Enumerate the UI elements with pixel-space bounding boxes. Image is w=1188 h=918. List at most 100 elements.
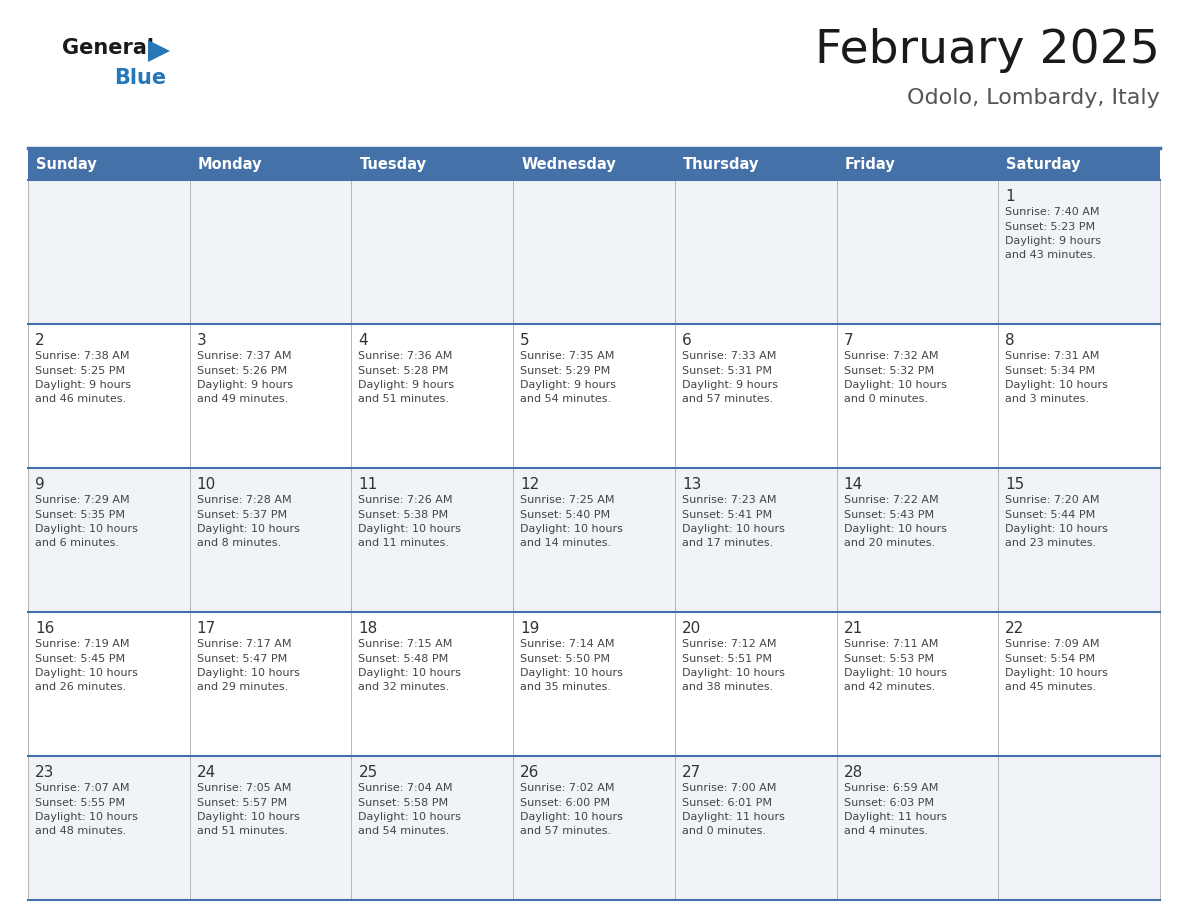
Text: Sunrise: 7:38 AM: Sunrise: 7:38 AM: [34, 351, 129, 361]
FancyBboxPatch shape: [29, 324, 1159, 468]
Text: 27: 27: [682, 765, 701, 780]
Text: and 54 minutes.: and 54 minutes.: [520, 395, 612, 405]
Text: 10: 10: [197, 477, 216, 492]
Text: and 51 minutes.: and 51 minutes.: [197, 826, 287, 836]
Text: Odolo, Lombardy, Italy: Odolo, Lombardy, Italy: [908, 88, 1159, 108]
Text: Daylight: 10 hours: Daylight: 10 hours: [1005, 524, 1108, 534]
Text: and 38 minutes.: and 38 minutes.: [682, 682, 773, 692]
Text: Sunset: 6:03 PM: Sunset: 6:03 PM: [843, 798, 934, 808]
Text: 26: 26: [520, 765, 539, 780]
Text: Sunset: 5:40 PM: Sunset: 5:40 PM: [520, 509, 611, 520]
Text: 12: 12: [520, 477, 539, 492]
Text: Saturday: Saturday: [1006, 156, 1081, 172]
Text: Sunrise: 7:35 AM: Sunrise: 7:35 AM: [520, 351, 614, 361]
Text: and 45 minutes.: and 45 minutes.: [1005, 682, 1097, 692]
Text: Sunrise: 7:40 AM: Sunrise: 7:40 AM: [1005, 207, 1100, 217]
Text: Daylight: 10 hours: Daylight: 10 hours: [197, 668, 299, 678]
Text: Sunset: 5:38 PM: Sunset: 5:38 PM: [359, 509, 449, 520]
Text: 15: 15: [1005, 477, 1024, 492]
Text: Sunrise: 7:23 AM: Sunrise: 7:23 AM: [682, 495, 776, 505]
Text: Sunset: 5:28 PM: Sunset: 5:28 PM: [359, 365, 449, 375]
Text: Sunset: 5:31 PM: Sunset: 5:31 PM: [682, 365, 772, 375]
FancyBboxPatch shape: [29, 148, 1159, 180]
Text: Sunset: 5:37 PM: Sunset: 5:37 PM: [197, 509, 286, 520]
Text: Sunset: 6:00 PM: Sunset: 6:00 PM: [520, 798, 611, 808]
Text: and 8 minutes.: and 8 minutes.: [197, 539, 280, 548]
FancyBboxPatch shape: [29, 468, 1159, 612]
FancyBboxPatch shape: [29, 756, 1159, 900]
Text: Thursday: Thursday: [683, 156, 759, 172]
Text: Daylight: 9 hours: Daylight: 9 hours: [34, 380, 131, 390]
Text: Blue: Blue: [114, 68, 166, 88]
Text: Sunset: 5:29 PM: Sunset: 5:29 PM: [520, 365, 611, 375]
Text: and 0 minutes.: and 0 minutes.: [682, 826, 766, 836]
Text: Tuesday: Tuesday: [360, 156, 426, 172]
Text: Sunrise: 7:19 AM: Sunrise: 7:19 AM: [34, 639, 129, 649]
Text: 6: 6: [682, 333, 691, 348]
Text: Wednesday: Wednesday: [522, 156, 615, 172]
Text: Sunset: 5:48 PM: Sunset: 5:48 PM: [359, 654, 449, 664]
Text: and 46 minutes.: and 46 minutes.: [34, 395, 126, 405]
FancyBboxPatch shape: [29, 180, 1159, 324]
Text: Sunset: 5:45 PM: Sunset: 5:45 PM: [34, 654, 125, 664]
Text: Daylight: 11 hours: Daylight: 11 hours: [682, 812, 785, 822]
Text: 20: 20: [682, 621, 701, 636]
Text: Daylight: 9 hours: Daylight: 9 hours: [1005, 236, 1101, 246]
Text: Sunset: 5:23 PM: Sunset: 5:23 PM: [1005, 221, 1095, 231]
Text: 25: 25: [359, 765, 378, 780]
Text: Sunrise: 7:04 AM: Sunrise: 7:04 AM: [359, 783, 453, 793]
Text: 3: 3: [197, 333, 207, 348]
Text: Daylight: 10 hours: Daylight: 10 hours: [197, 812, 299, 822]
Text: Sunrise: 7:37 AM: Sunrise: 7:37 AM: [197, 351, 291, 361]
Text: Daylight: 10 hours: Daylight: 10 hours: [34, 812, 138, 822]
Text: 17: 17: [197, 621, 216, 636]
Text: Sunrise: 7:11 AM: Sunrise: 7:11 AM: [843, 639, 939, 649]
Text: and 17 minutes.: and 17 minutes.: [682, 539, 773, 548]
Text: 9: 9: [34, 477, 45, 492]
Text: and 43 minutes.: and 43 minutes.: [1005, 251, 1097, 261]
Text: and 57 minutes.: and 57 minutes.: [682, 395, 773, 405]
Text: 4: 4: [359, 333, 368, 348]
Text: and 23 minutes.: and 23 minutes.: [1005, 539, 1097, 548]
Text: Daylight: 10 hours: Daylight: 10 hours: [682, 668, 785, 678]
Text: and 32 minutes.: and 32 minutes.: [359, 682, 449, 692]
Text: 7: 7: [843, 333, 853, 348]
Text: and 49 minutes.: and 49 minutes.: [197, 395, 287, 405]
Text: and 11 minutes.: and 11 minutes.: [359, 539, 449, 548]
Text: Sunrise: 7:25 AM: Sunrise: 7:25 AM: [520, 495, 614, 505]
Text: Daylight: 9 hours: Daylight: 9 hours: [520, 380, 617, 390]
Text: Daylight: 10 hours: Daylight: 10 hours: [682, 524, 785, 534]
Text: Sunset: 5:50 PM: Sunset: 5:50 PM: [520, 654, 611, 664]
Text: Sunrise: 7:26 AM: Sunrise: 7:26 AM: [359, 495, 453, 505]
Text: Sunset: 5:34 PM: Sunset: 5:34 PM: [1005, 365, 1095, 375]
Text: 14: 14: [843, 477, 862, 492]
Text: Sunrise: 7:00 AM: Sunrise: 7:00 AM: [682, 783, 776, 793]
Text: 18: 18: [359, 621, 378, 636]
FancyBboxPatch shape: [29, 612, 1159, 756]
Text: 5: 5: [520, 333, 530, 348]
Text: and 3 minutes.: and 3 minutes.: [1005, 395, 1089, 405]
Text: Sunrise: 7:07 AM: Sunrise: 7:07 AM: [34, 783, 129, 793]
Text: Sunset: 5:25 PM: Sunset: 5:25 PM: [34, 365, 125, 375]
Text: Sunrise: 7:32 AM: Sunrise: 7:32 AM: [843, 351, 939, 361]
Text: Sunrise: 7:20 AM: Sunrise: 7:20 AM: [1005, 495, 1100, 505]
Text: Sunrise: 7:17 AM: Sunrise: 7:17 AM: [197, 639, 291, 649]
Text: Sunset: 5:54 PM: Sunset: 5:54 PM: [1005, 654, 1095, 664]
Text: 13: 13: [682, 477, 701, 492]
Text: 19: 19: [520, 621, 539, 636]
Text: Sunset: 5:51 PM: Sunset: 5:51 PM: [682, 654, 772, 664]
Text: Sunset: 5:35 PM: Sunset: 5:35 PM: [34, 509, 125, 520]
Text: Sunset: 5:55 PM: Sunset: 5:55 PM: [34, 798, 125, 808]
Text: 28: 28: [843, 765, 862, 780]
Text: February 2025: February 2025: [815, 28, 1159, 73]
Text: Sunrise: 7:29 AM: Sunrise: 7:29 AM: [34, 495, 129, 505]
Text: Daylight: 9 hours: Daylight: 9 hours: [359, 380, 455, 390]
Text: Sunset: 6:01 PM: Sunset: 6:01 PM: [682, 798, 772, 808]
Text: Sunset: 5:53 PM: Sunset: 5:53 PM: [843, 654, 934, 664]
Text: Daylight: 10 hours: Daylight: 10 hours: [1005, 668, 1108, 678]
Text: Daylight: 10 hours: Daylight: 10 hours: [197, 524, 299, 534]
Text: Daylight: 10 hours: Daylight: 10 hours: [520, 812, 623, 822]
Text: Sunrise: 7:28 AM: Sunrise: 7:28 AM: [197, 495, 291, 505]
Polygon shape: [148, 40, 170, 62]
Text: Sunrise: 7:09 AM: Sunrise: 7:09 AM: [1005, 639, 1100, 649]
